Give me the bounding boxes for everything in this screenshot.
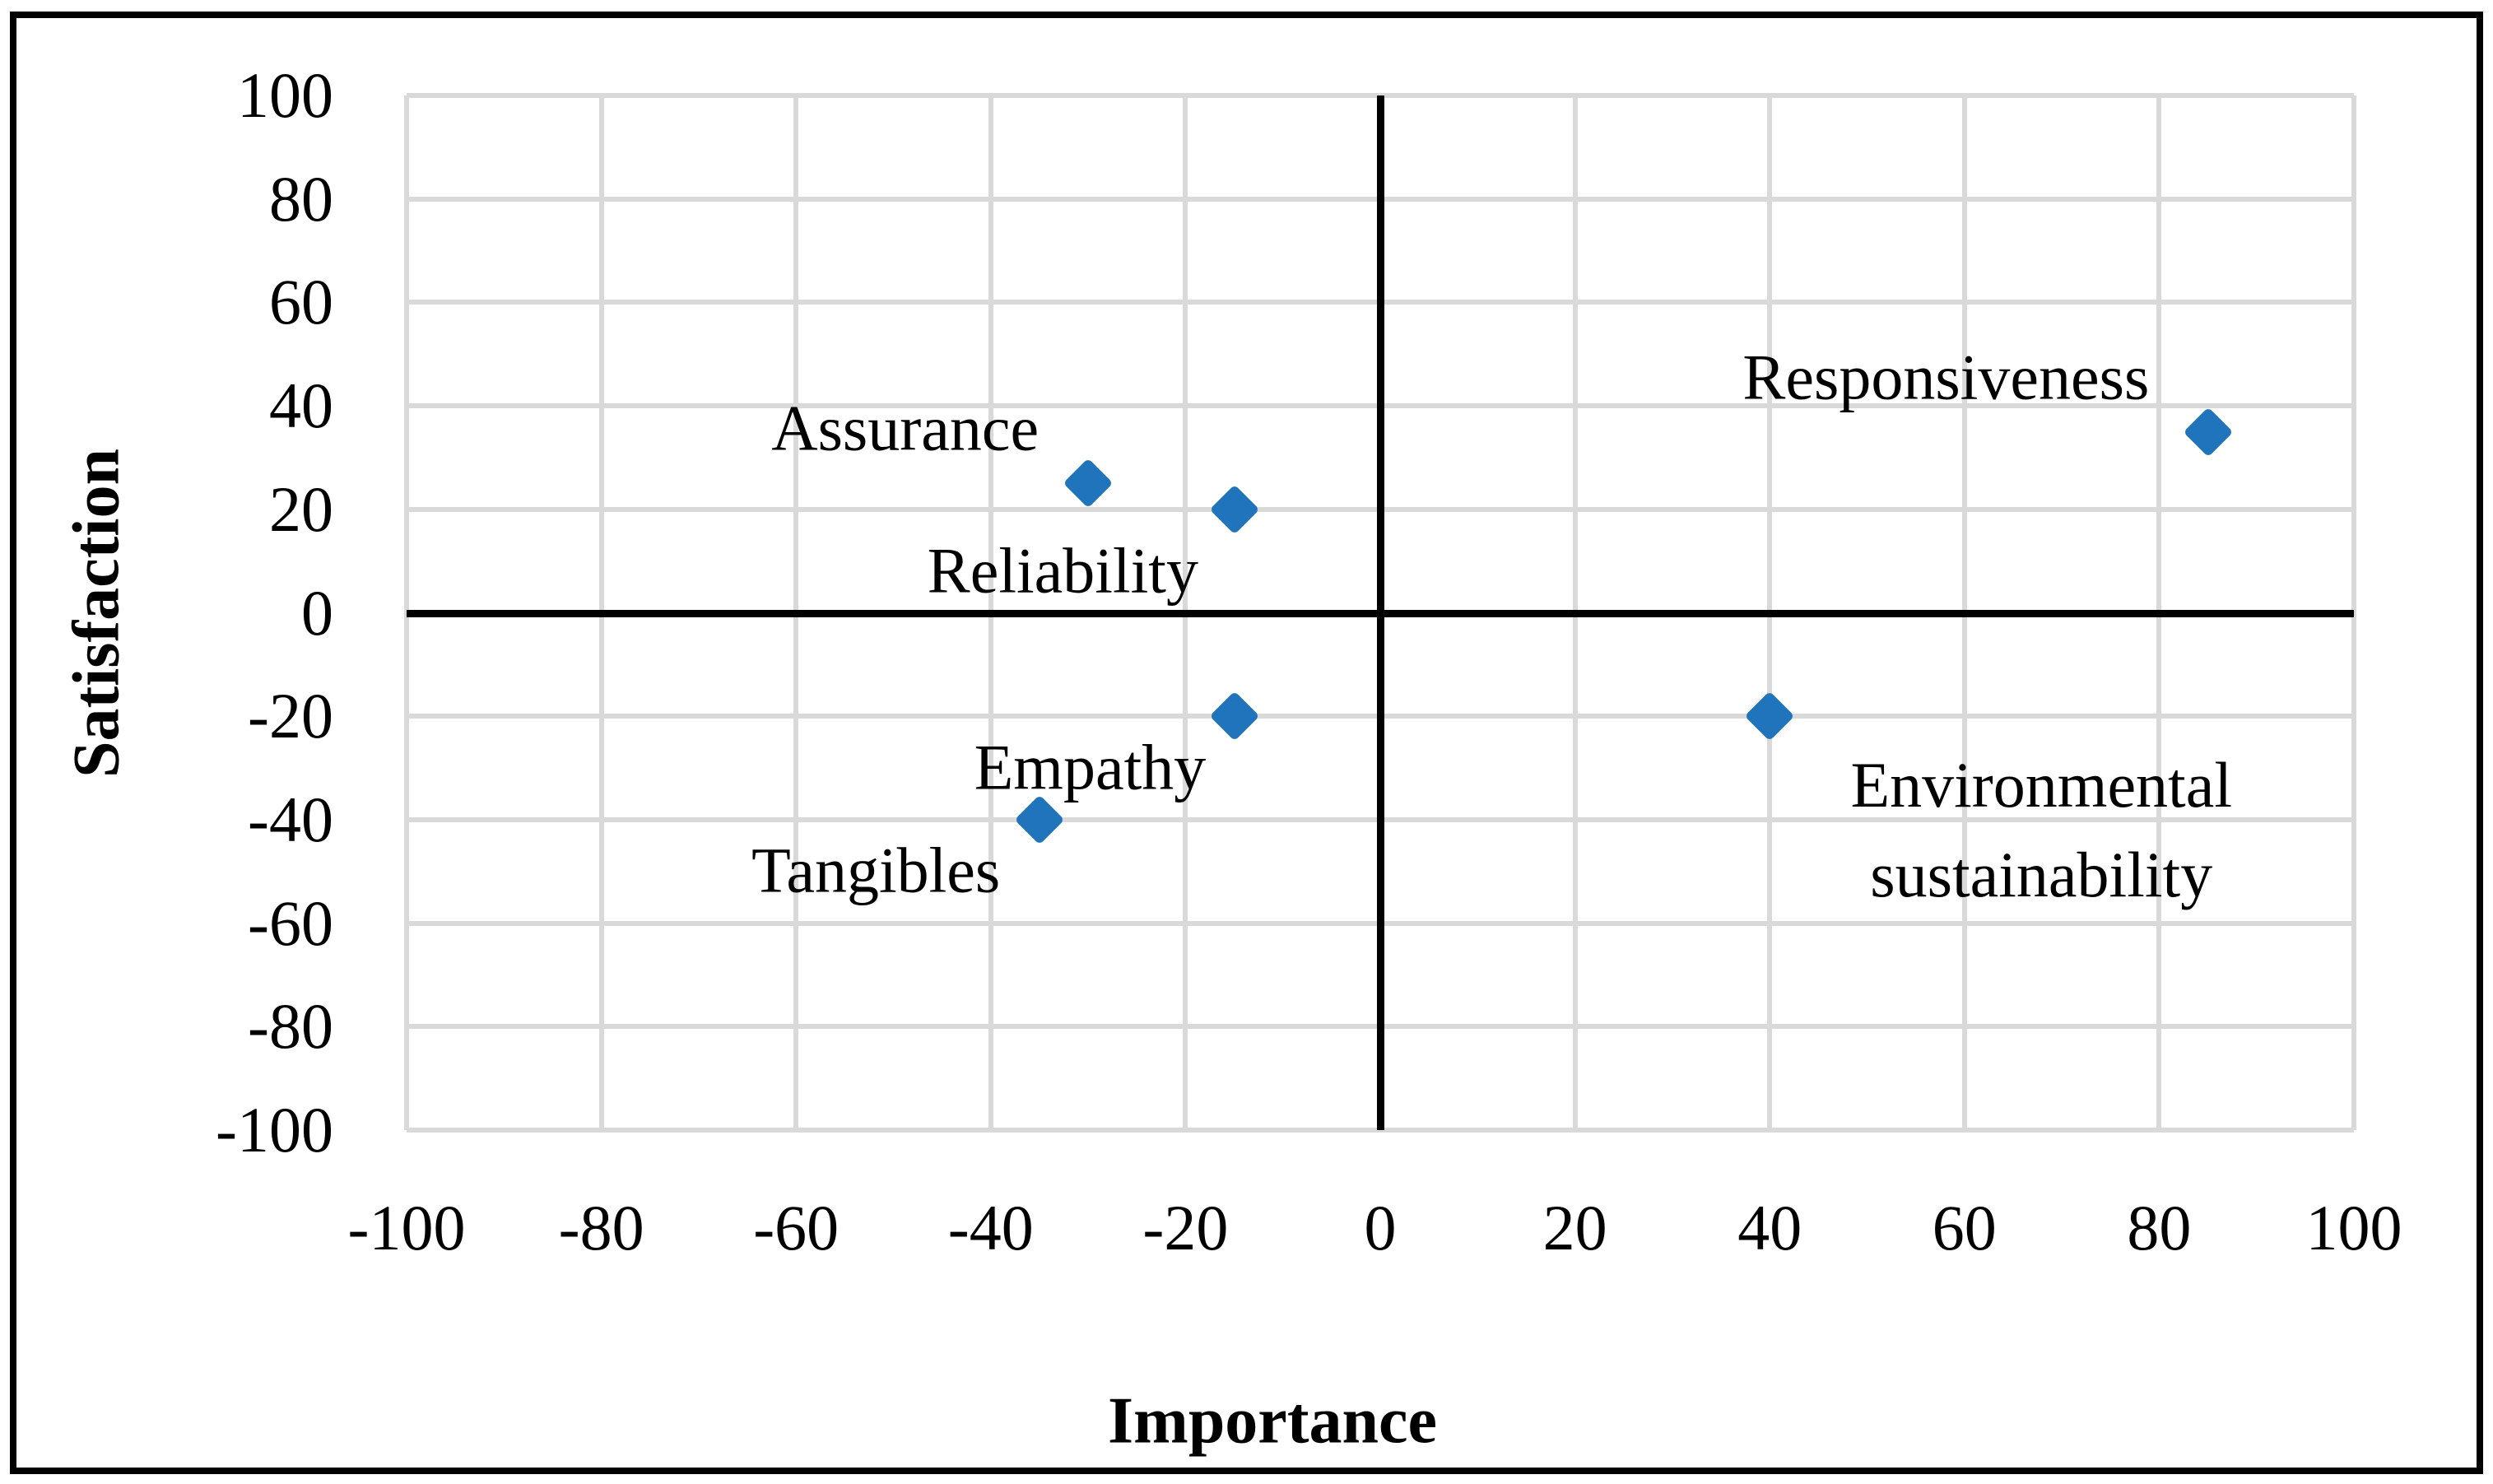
x-tick-label--40: -40: [947, 1192, 1034, 1263]
y-tick-label-100: 100: [237, 59, 333, 131]
plot-area: Assurance Reliability Empathy Tangibles Envi…: [404, 93, 2356, 1133]
data-label-tangibles: Tangibles: [751, 834, 1001, 906]
x-tick-label--80: -80: [558, 1192, 644, 1263]
x-tick-label-60: 60: [1932, 1192, 1997, 1263]
data-label-assurance: Assurance: [771, 392, 1040, 464]
x-tick-label-100: 100: [2305, 1192, 2402, 1263]
data-point-reliability: [1209, 484, 1259, 535]
y-tick-label-0: 0: [301, 576, 333, 649]
y-tick-label--80: -80: [248, 990, 333, 1063]
y-tick-label--100: -100: [216, 1094, 333, 1165]
y-tick-label-40: 40: [269, 370, 333, 442]
data-point-responsiveness: [2183, 407, 2233, 457]
y-axis-title: Satisfaction: [60, 449, 133, 778]
y-tick-label--20: -20: [248, 680, 333, 752]
x-tick-label-80: 80: [2127, 1192, 2192, 1263]
y-gridline--100: [407, 1128, 2354, 1133]
figure-border: [10, 12, 2483, 1474]
x-axis-line: [407, 609, 2354, 617]
data-point-empathy: [1209, 691, 1259, 742]
x-tick-label-20: 20: [1542, 1192, 1607, 1263]
y-tick-label-20: 20: [269, 472, 333, 545]
x-tick-label-40: 40: [1737, 1192, 1802, 1263]
data-point-environmental-sustainability: [1744, 691, 1795, 742]
data-label-reliability: Reliability: [927, 534, 1198, 607]
y-tick-label--40: -40: [248, 783, 333, 855]
data-point-assurance: [1063, 458, 1114, 509]
y-tick-label-80: 80: [269, 162, 333, 235]
data-label-responsiveness: Responsiveness: [1742, 341, 2150, 413]
data-label-environmental-sustainability: Environmental sustainability: [1850, 748, 2233, 910]
y-tick-label--60: -60: [248, 886, 333, 959]
x-tick-label--60: -60: [753, 1192, 840, 1263]
x-gridline-100: [2351, 95, 2356, 1130]
y-tick-label-60: 60: [269, 266, 333, 338]
x-axis-title: Importance: [1108, 1384, 1437, 1458]
x-tick-label-0: 0: [1364, 1192, 1397, 1263]
x-tick-label--100: -100: [347, 1192, 466, 1263]
data-label-empathy: Empathy: [974, 731, 1207, 803]
x-tick-label--20: -20: [1142, 1192, 1229, 1263]
